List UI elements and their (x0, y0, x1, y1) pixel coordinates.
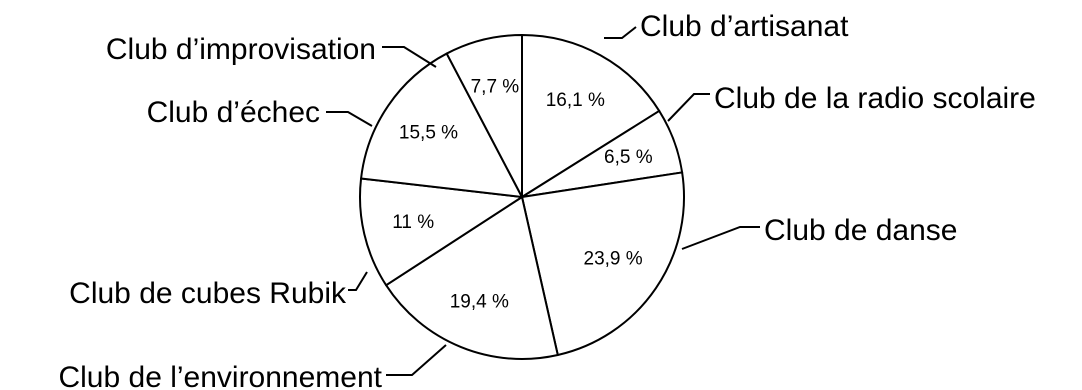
pie-slice (385, 196, 559, 360)
slice-category-label: Club de la radio scolaire (714, 82, 1036, 115)
slice-value-label: 11 % (392, 212, 434, 233)
pie-slice (445, 34, 523, 198)
slice-category-label: Club d’échec (147, 96, 320, 129)
slice-category-label: Club d’improvisation (106, 33, 376, 66)
leader-line (326, 111, 373, 127)
leader-line (681, 226, 760, 250)
pie-slices (359, 34, 685, 360)
slice-value-labels: 16,1 % 6,5 % 23,9 % 19,4 % 11 % 15,5 % 7,7 % (392, 76, 652, 312)
slice-value-label: 7,7 % (471, 76, 520, 97)
pie-slice (359, 177, 523, 287)
slice-value-label: 23,9 % (584, 249, 643, 270)
pie-slice (521, 171, 685, 356)
slice-category-label: Club de danse (764, 214, 957, 247)
leader-line (604, 26, 637, 39)
slice-category-label: Club d’artisanat (640, 10, 849, 43)
slice-category-labels: Club d’artisanat Club de la radio scolair… (58, 10, 1035, 390)
leader-line (382, 46, 437, 68)
slice-value-label: 15,5 % (399, 122, 458, 143)
slice-value-label: 6,5 % (604, 147, 653, 168)
slice-category-label: Club de l’environnement (58, 361, 382, 390)
leader-line (386, 344, 447, 376)
pie-slice (521, 34, 661, 198)
leader-line (667, 93, 710, 122)
slice-value-label: 16,1 % (546, 90, 605, 111)
slice-value-label: 19,4 % (450, 292, 509, 313)
leader-line (348, 271, 368, 291)
leader-lines (326, 26, 760, 376)
pie-slice (360, 52, 523, 198)
slice-category-label: Club de cubes Rubik (69, 277, 347, 310)
